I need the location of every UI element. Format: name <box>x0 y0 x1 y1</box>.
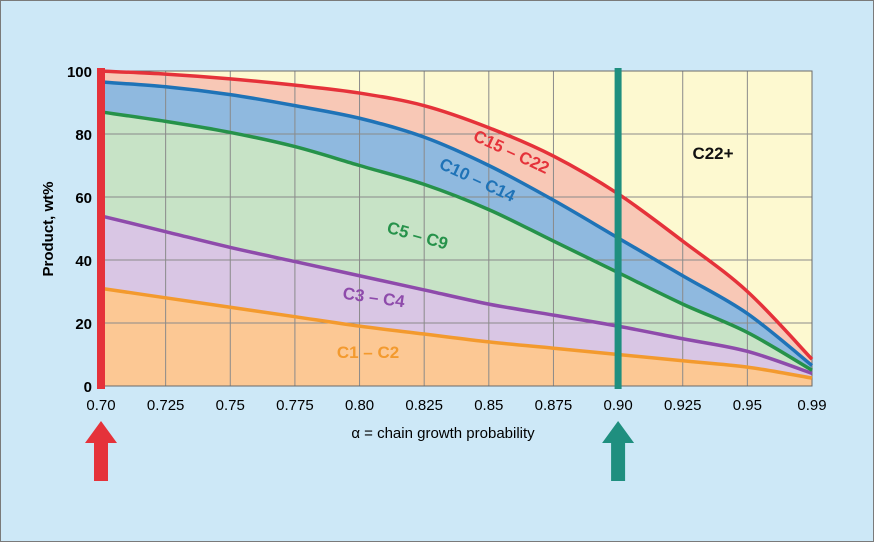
region-c5-c9 <box>101 111 812 374</box>
y-axis-label: Product, wt% <box>40 181 57 276</box>
region-label-c1-c2: C1 – C2 <box>337 343 399 362</box>
boundary-line-c10-c14 <box>100 80 814 367</box>
region-c10-c14 <box>101 82 812 371</box>
region-label-c22+: C22+ <box>692 144 733 163</box>
x-tick-label: 0.95 <box>733 397 762 414</box>
region-c1-c2 <box>101 288 812 386</box>
x-tick-label: 0.70 <box>86 397 115 414</box>
x-tick-label: 0.825 <box>405 397 443 414</box>
boundary-line-c5-c9 <box>100 110 813 372</box>
x-tick-label: 0.85 <box>474 397 503 414</box>
y-tick-label: 20 <box>75 316 92 333</box>
region-c15-c22 <box>101 71 812 366</box>
marker-arrow-0.70 <box>85 421 117 481</box>
x-tick-label: 0.725 <box>147 397 185 414</box>
y-tick-label: 80 <box>75 127 92 144</box>
y-tick-label: 40 <box>75 253 92 270</box>
x-tick-label: 0.775 <box>276 397 314 414</box>
region-c3-c4 <box>101 215 812 379</box>
x-axis-label: α = chain growth probability <box>351 425 535 442</box>
x-tick-label: 0.80 <box>345 397 374 414</box>
marker-line-0.90 <box>614 68 622 389</box>
x-tick-label: 0.90 <box>603 397 632 414</box>
x-tick-label: 0.99 <box>797 397 826 414</box>
x-tick-label: 0.925 <box>664 397 702 414</box>
marker-arrow-0.90 <box>602 421 635 481</box>
marker-line-0.70 <box>97 68 105 389</box>
x-tick-label: 0.75 <box>216 397 245 414</box>
y-tick-label: 100 <box>67 64 92 81</box>
boundary-line-c3-c4 <box>100 214 813 376</box>
x-tick-label: 0.875 <box>535 397 573 414</box>
boundary-line-c15-c22 <box>100 69 814 361</box>
boundary-line-c1-c2 <box>100 286 813 380</box>
y-tick-label: 60 <box>75 190 92 207</box>
y-tick-label: 0 <box>84 379 92 396</box>
